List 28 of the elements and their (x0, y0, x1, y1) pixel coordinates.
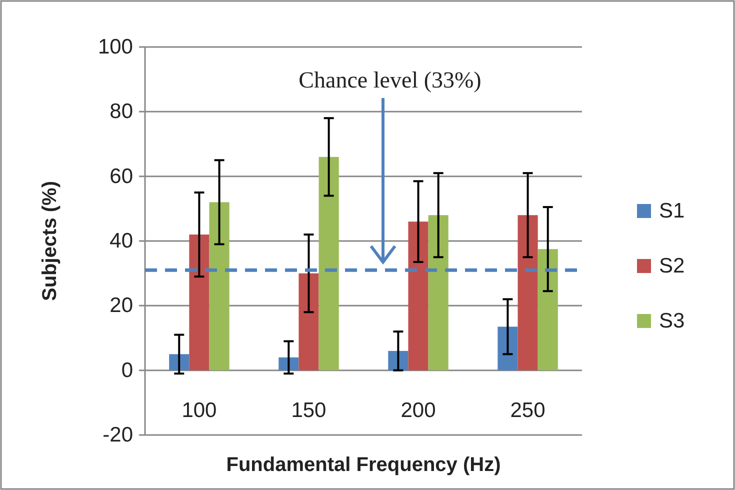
y-tick-label: 60 (110, 164, 133, 188)
y-tick-label: 20 (110, 294, 133, 318)
y-tick-label: 0 (121, 358, 133, 382)
y-tick-label: 100 (98, 36, 133, 58)
bar (518, 215, 538, 370)
bar (408, 222, 428, 370)
bar (498, 326, 518, 370)
x-axis-title: Fundamental Frequency (Hz) (226, 454, 501, 476)
bar (538, 249, 558, 370)
bar (169, 354, 190, 370)
bar (189, 234, 210, 370)
y-tick-label: -20 (102, 424, 133, 446)
legend-label: S3 (659, 310, 685, 332)
bar (278, 357, 299, 370)
legend-label: S2 (659, 254, 685, 278)
y-tick-label: 40 (110, 230, 133, 252)
bar (298, 273, 319, 370)
x-tick-label: 150 (291, 398, 326, 422)
bar (209, 202, 230, 370)
x-tick-label: 100 (182, 398, 217, 422)
x-tick-label: 250 (510, 398, 546, 422)
legend-label: S1 (659, 200, 685, 222)
x-tick-label: 200 (400, 398, 436, 422)
bar (318, 156, 339, 370)
y-axis-title: Subjects (%) (39, 180, 61, 302)
y-tick-label: 80 (110, 100, 133, 124)
annotation: Chance level (33%) (298, 68, 482, 92)
bar (428, 215, 448, 370)
